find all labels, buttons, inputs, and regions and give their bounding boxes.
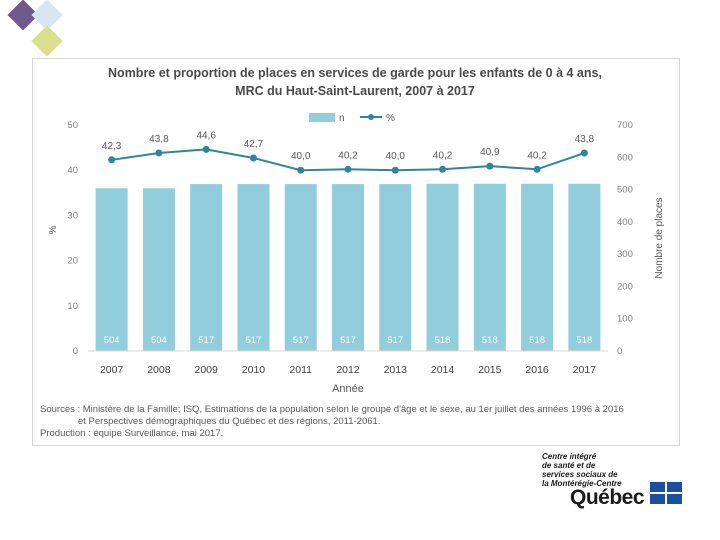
logo-line3: services sociaux de bbox=[542, 470, 618, 479]
x-tick-label: 2017 bbox=[573, 364, 597, 376]
line-label-2016: 40,2 bbox=[527, 150, 547, 161]
logo-line1: Centre intégré bbox=[542, 452, 597, 461]
line-label-2013: 40,0 bbox=[386, 151, 406, 162]
y-right-tick-label: 400 bbox=[617, 217, 633, 228]
line-label-2009: 44,6 bbox=[196, 130, 216, 141]
line-point-2014 bbox=[439, 165, 447, 173]
bar-2013 bbox=[379, 184, 412, 351]
logo-line2: de santé et de bbox=[542, 461, 596, 470]
x-tick-label: 2010 bbox=[242, 364, 266, 376]
line-point-2017 bbox=[580, 149, 588, 157]
x-tick-label: 2011 bbox=[289, 364, 312, 376]
bar-2014 bbox=[426, 183, 459, 351]
legend-label-n: n bbox=[339, 113, 345, 124]
bar-2017 bbox=[568, 183, 601, 351]
bar-label-2011: 517 bbox=[293, 335, 309, 346]
x-tick-label: 2015 bbox=[478, 364, 502, 376]
bar-2008 bbox=[142, 188, 175, 351]
line-label-2017: 43,8 bbox=[575, 134, 595, 145]
x-tick-label: 2007 bbox=[100, 364, 124, 376]
line-point-2015 bbox=[486, 162, 494, 170]
sources-block: Sources : Ministère de la Famille; ISQ, … bbox=[40, 404, 660, 440]
bar-label-2009: 517 bbox=[198, 335, 214, 346]
line-point-2011 bbox=[297, 166, 305, 174]
y-right-tick-label: 200 bbox=[617, 281, 633, 292]
y-right-tick-label: 700 bbox=[617, 120, 633, 131]
legend-swatch-n bbox=[309, 113, 335, 122]
line-point-2016 bbox=[533, 165, 541, 173]
line-point-2010 bbox=[249, 154, 257, 162]
y-left-axis-title: % bbox=[48, 225, 59, 234]
y-left-tick-label: 0 bbox=[73, 346, 78, 357]
bar-2009 bbox=[190, 184, 223, 351]
y-right-tick-label: 0 bbox=[617, 346, 622, 357]
bar-label-2013: 517 bbox=[387, 335, 403, 346]
bar-label-2012: 517 bbox=[340, 335, 356, 346]
x-tick-label: 2016 bbox=[525, 364, 549, 376]
line-point-2009 bbox=[202, 145, 210, 153]
logo-line4: la Montérégie-Centre bbox=[542, 479, 622, 488]
bar-label-2017: 518 bbox=[576, 335, 592, 346]
bar-2010 bbox=[237, 184, 270, 351]
x-axis-title: Année bbox=[332, 383, 364, 395]
line-point-2012 bbox=[344, 165, 352, 173]
bar-label-2007: 504 bbox=[104, 335, 120, 346]
line-point-2013 bbox=[391, 166, 399, 174]
y-right-tick-label: 300 bbox=[617, 249, 633, 260]
y-right-tick-label: 500 bbox=[617, 185, 633, 196]
y-right-tick-label: 100 bbox=[617, 314, 633, 325]
quebec-flag-icon bbox=[650, 482, 682, 504]
chart-title: Nombre et proportion de places en servic… bbox=[32, 64, 678, 100]
y-left-tick-label: 20 bbox=[67, 256, 78, 267]
logo-text: Centre intégré de santé et de services s… bbox=[542, 452, 622, 488]
bar-label-2008: 504 bbox=[151, 335, 167, 346]
production-line: Production : équipe Surveillance, mai 20… bbox=[40, 428, 224, 439]
chart-title-line1: Nombre et proportion de places en servic… bbox=[108, 66, 602, 80]
bar-label-2010: 517 bbox=[246, 335, 262, 346]
bar-2011 bbox=[284, 184, 317, 351]
bar-label-2014: 518 bbox=[435, 335, 451, 346]
y-right-tick-label: 600 bbox=[617, 152, 633, 163]
y-left-tick-label: 30 bbox=[67, 210, 78, 221]
bar-2015 bbox=[473, 183, 506, 351]
y-left-tick-label: 40 bbox=[67, 165, 78, 176]
legend-swatch-pct-marker bbox=[368, 114, 374, 120]
bar-2016 bbox=[521, 183, 554, 351]
x-tick-label: 2008 bbox=[147, 364, 171, 376]
line-point-2007 bbox=[108, 156, 116, 164]
x-tick-label: 2014 bbox=[431, 364, 455, 376]
y-left-tick-label: 50 bbox=[67, 120, 78, 131]
bar-2012 bbox=[332, 184, 364, 351]
y-right-axis-title: Nombre de places bbox=[654, 197, 665, 278]
y-left-tick-label: 10 bbox=[67, 301, 78, 312]
bar-2007 bbox=[95, 188, 128, 351]
bar-label-2015: 518 bbox=[482, 335, 498, 346]
sources-line1: Sources : Ministère de la Famille; ISQ, … bbox=[40, 404, 624, 415]
cisss-logo: Centre intégré de santé et de services s… bbox=[530, 448, 690, 514]
legend-label-pct: % bbox=[386, 113, 395, 124]
bar-label-2016: 518 bbox=[529, 335, 545, 346]
line-label-2015: 40,9 bbox=[480, 147, 500, 158]
x-tick-label: 2013 bbox=[384, 364, 408, 376]
chart-title-line2: MRC du Haut-Saint-Laurent, 2007 à 2017 bbox=[235, 84, 475, 98]
x-tick-label: 2012 bbox=[336, 364, 360, 376]
line-label-2007: 42,3 bbox=[102, 141, 122, 152]
x-tick-label: 2009 bbox=[195, 364, 219, 376]
line-label-2012: 40,2 bbox=[338, 150, 358, 161]
line-label-2010: 42,7 bbox=[244, 139, 264, 150]
line-label-2011: 40,0 bbox=[291, 151, 311, 162]
quebec-wordmark: Québec bbox=[570, 486, 645, 509]
sources-line2: et Perspectives démographiques du Québec… bbox=[78, 416, 381, 427]
line-label-2008: 43,8 bbox=[149, 134, 169, 145]
line-label-2014: 40,2 bbox=[433, 150, 453, 161]
line-point-2008 bbox=[155, 149, 163, 157]
